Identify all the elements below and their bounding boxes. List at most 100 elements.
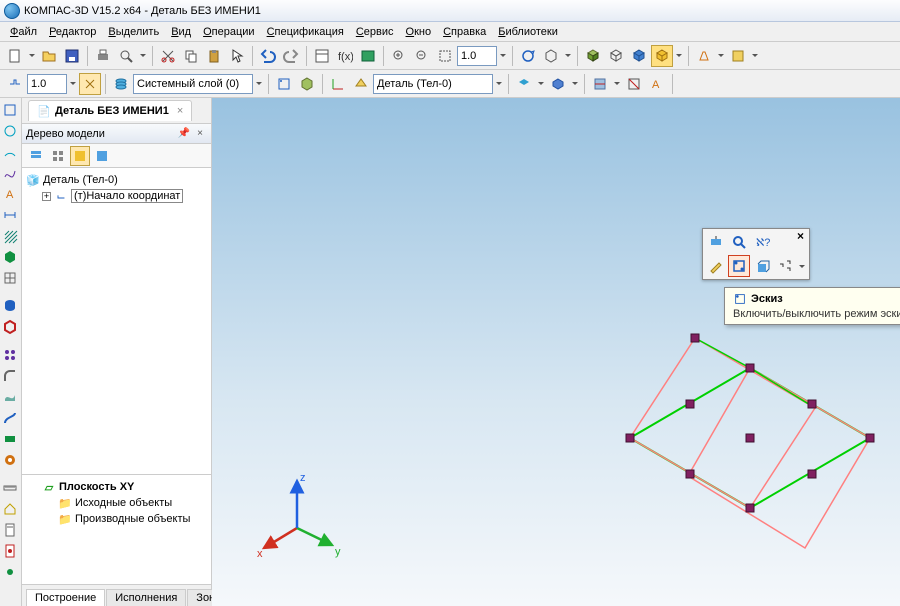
sect-button[interactable] — [589, 73, 611, 95]
close-tab-icon[interactable]: × — [177, 105, 183, 117]
cut-button[interactable] — [157, 45, 179, 67]
menu-view[interactable]: Вид — [165, 26, 197, 38]
ctx-normal-to-icon[interactable] — [705, 231, 727, 253]
expand-icon[interactable]: + — [42, 192, 51, 201]
layer-drop[interactable] — [254, 73, 264, 95]
tool-surface-icon[interactable] — [0, 387, 20, 407]
plane-node[interactable]: ▱ Плоскость XY — [42, 479, 207, 495]
new-button[interactable] — [4, 45, 26, 67]
ctx-sketch-icon[interactable] — [728, 255, 750, 277]
simplify-button[interactable] — [727, 45, 749, 67]
zoom-window-button[interactable] — [434, 45, 456, 67]
der-node[interactable]: 📁 Производные объекты — [58, 511, 207, 527]
menu-libraries[interactable]: Библиотеки — [492, 26, 564, 38]
tool-spec-icon[interactable] — [0, 520, 20, 540]
perspective-button[interactable] — [693, 45, 715, 67]
tool-circle-icon[interactable] — [0, 121, 20, 141]
tree-origin[interactable]: + ⌙ (т)Начало координат — [42, 188, 207, 204]
save-button[interactable] — [61, 45, 83, 67]
tree-view3-icon[interactable] — [70, 146, 90, 166]
menu-file[interactable]: Файл — [4, 26, 43, 38]
tool-body-icon[interactable] — [0, 296, 20, 316]
new-drop[interactable] — [27, 45, 37, 67]
menu-window[interactable]: Окно — [400, 26, 438, 38]
tool-sheet-icon[interactable] — [0, 429, 20, 449]
tool-measure-icon[interactable] — [0, 478, 20, 498]
tool-curve-icon[interactable] — [0, 408, 20, 428]
tool-grid-icon[interactable] — [0, 268, 20, 288]
zoom-drop[interactable] — [498, 45, 508, 67]
ucs-button[interactable] — [327, 73, 349, 95]
tool-hole-icon[interactable] — [0, 450, 20, 470]
ctx-drop[interactable] — [797, 255, 807, 277]
menu-specification[interactable]: Спецификация — [261, 26, 350, 38]
tab-exec[interactable]: Исполнения — [106, 589, 186, 606]
ctx-extrude-icon[interactable] — [751, 255, 773, 277]
orient-drop[interactable] — [563, 45, 573, 67]
tab-build[interactable]: Построение — [26, 589, 105, 606]
exclude-button[interactable] — [623, 73, 645, 95]
menu-service[interactable]: Сервис — [350, 26, 400, 38]
zoom-in-button[interactable] — [388, 45, 410, 67]
doc-tab[interactable]: 📄 Деталь БЕЗ ИМЕНИ1 × — [28, 100, 192, 121]
v2-drop[interactable] — [570, 73, 580, 95]
tool-hatch-icon[interactable] — [0, 226, 20, 246]
layers-button[interactable] — [110, 73, 132, 95]
cursor-button[interactable] — [226, 45, 248, 67]
tool-shell-icon[interactable] — [0, 317, 20, 337]
tool-report-icon[interactable] — [0, 541, 20, 561]
copy-button[interactable] — [180, 45, 202, 67]
preview-drop[interactable] — [138, 45, 148, 67]
props-button[interactable] — [311, 45, 333, 67]
tool-element-icon[interactable] — [0, 562, 20, 582]
orientation-button[interactable] — [540, 45, 562, 67]
ctx-help-icon[interactable]: ℵ? — [751, 231, 773, 253]
tool-dim-icon[interactable] — [0, 205, 20, 225]
preview-button[interactable] — [115, 45, 137, 67]
step-drop[interactable] — [68, 73, 78, 95]
menu-operations[interactable]: Операции — [197, 26, 260, 38]
ctx-close-icon[interactable]: × — [794, 229, 807, 243]
ctx-pencil-icon[interactable] — [705, 255, 727, 277]
sect-drop[interactable] — [612, 73, 622, 95]
iso3-button[interactable] — [628, 45, 650, 67]
view1-button[interactable] — [513, 73, 535, 95]
ctx-zoom-icon[interactable] — [728, 231, 750, 253]
iso2-button[interactable] — [605, 45, 627, 67]
vars-button[interactable] — [357, 45, 379, 67]
tool-spline-icon[interactable] — [0, 163, 20, 183]
menu-editor[interactable]: Редактор — [43, 26, 102, 38]
redo-button[interactable] — [280, 45, 302, 67]
paste-button[interactable] — [203, 45, 225, 67]
3d-viewport[interactable]: x y z — [212, 98, 900, 606]
zoom-out-button[interactable] — [411, 45, 433, 67]
simpl-drop[interactable] — [750, 45, 760, 67]
tool-text-icon[interactable]: A — [0, 184, 20, 204]
rotate-button[interactable] — [517, 45, 539, 67]
tool-cube-icon[interactable] — [0, 247, 20, 267]
v1-drop[interactable] — [536, 73, 546, 95]
tree-root[interactable]: 🧊 Деталь (Тел-0) — [26, 172, 207, 188]
part-drop[interactable] — [494, 73, 504, 95]
text-button[interactable]: A — [646, 73, 668, 95]
step-input[interactable] — [27, 74, 67, 94]
src-node[interactable]: 📁 Исходные объекты — [58, 495, 207, 511]
persp-drop[interactable] — [716, 45, 726, 67]
tool-fillet-icon[interactable] — [0, 366, 20, 386]
fx-button[interactable]: f(x) — [334, 45, 356, 67]
snap-button[interactable] — [79, 73, 101, 95]
print-button[interactable] — [92, 45, 114, 67]
undo-button[interactable] — [257, 45, 279, 67]
view2-button[interactable] — [547, 73, 569, 95]
layer-input[interactable] — [133, 74, 253, 94]
tree-view1-icon[interactable] — [26, 146, 46, 166]
open-button[interactable] — [38, 45, 60, 67]
iso4-button[interactable] — [651, 45, 673, 67]
iso1-button[interactable] — [582, 45, 604, 67]
tool-arc-icon[interactable] — [0, 142, 20, 162]
pin-icon[interactable]: 📌 — [177, 127, 191, 141]
menu-select[interactable]: Выделить — [102, 26, 165, 38]
menu-help[interactable]: Справка — [437, 26, 492, 38]
tool-home-icon[interactable] — [0, 499, 20, 519]
plane-button[interactable] — [350, 73, 372, 95]
